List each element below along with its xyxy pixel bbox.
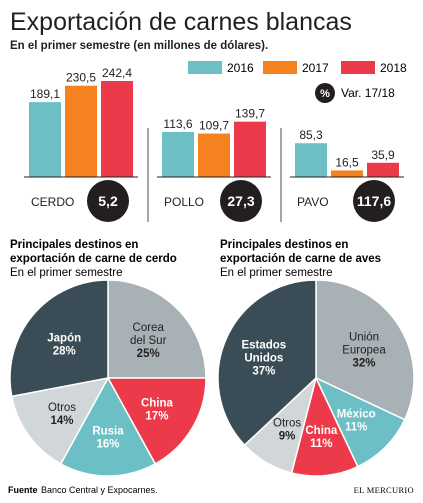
pork-slice-label-rusia: Rusia xyxy=(92,425,124,437)
poultry-slice-label-estados-unidos: Estados xyxy=(241,339,286,351)
variation-value-pavo: 117,6 xyxy=(357,193,391,209)
variation-legend-symbol: % xyxy=(320,88,330,100)
pork-slice-label-china: China xyxy=(141,397,174,409)
pork-slice-rusia xyxy=(59,376,157,477)
poultry-slice-pct-otros: 9% xyxy=(279,430,296,442)
bar-value-pollo-2017: 109,7 xyxy=(199,119,229,133)
pork-slice-pct-china: 17% xyxy=(145,410,168,422)
poultry-slice-mexico xyxy=(314,376,406,468)
poultry-slice-pct-china: 11% xyxy=(310,438,332,450)
pie-chart-poultry: UniónEuropea32%México11%China11%Otros9%E… xyxy=(217,279,415,477)
bar-value-cerdo-2016: 189,1 xyxy=(30,87,60,101)
category-label-pollo: POLLO xyxy=(164,195,204,209)
legend-swatch-2018 xyxy=(341,61,375,74)
source-label: Fuente xyxy=(8,485,38,495)
variation-badge-cerdo xyxy=(87,180,129,222)
legend-label-2017: 2017 xyxy=(302,61,329,75)
pork-slice-label-corea-del sur: del Sur xyxy=(130,335,167,347)
variation-badge-pavo xyxy=(353,180,395,222)
bar-legend: 2016 2017 2018 % Var. 17/18 xyxy=(188,61,407,103)
bar-value-cerdo-2017: 230,5 xyxy=(66,71,96,85)
pork-slice-otros xyxy=(10,376,110,465)
bar-pavo-2017 xyxy=(331,170,363,177)
poultry-slice-china xyxy=(290,375,359,477)
legend-swatch-2016 xyxy=(188,61,222,74)
poultry-slice-pct-estados-unidos: 37% xyxy=(252,365,275,377)
pie-left-title-line1: Principales destinos en xyxy=(10,239,138,251)
poultry-slice-label-estados-unidos: Unidos xyxy=(244,352,283,364)
pork-slice-pct-japon: 28% xyxy=(53,345,76,357)
bar-value-pavo-2016: 85,3 xyxy=(299,128,323,142)
pork-slice-label-otros: Otros xyxy=(48,402,76,414)
poultry-slice-union-europea xyxy=(315,279,415,421)
bar-value-cerdo-2018: 242,4 xyxy=(102,66,132,80)
legend-label-2016: 2016 xyxy=(227,61,254,75)
pork-slice-label-corea-del sur: Corea xyxy=(133,322,165,334)
poultry-slice-pct-union-europea: 32% xyxy=(352,358,375,370)
poultry-slice-label-mexico: México xyxy=(337,409,376,421)
poultry-slice-label-china: China xyxy=(305,425,338,437)
bar-value-pavo-2017: 16,5 xyxy=(335,155,359,169)
bar-cerdo-2018 xyxy=(101,81,133,177)
variation-legend-badge xyxy=(315,83,335,103)
poultry-slice-estados-unidos xyxy=(217,279,317,447)
bar-value-pollo-2016: 113,6 xyxy=(163,117,192,131)
bar-pollo-2016 xyxy=(162,132,194,177)
variation-value-pollo: 27,3 xyxy=(227,193,254,209)
bar-cerdo-2016 xyxy=(29,102,61,177)
pie-right-subtitle: En el primer semestre xyxy=(220,267,332,279)
bar-pollo-2018 xyxy=(234,121,266,177)
poultry-slice-label-union-europea: Europea xyxy=(342,345,386,357)
category-label-cerdo: CERDO xyxy=(31,195,74,209)
pie-left-subtitle: En el primer semestre xyxy=(10,267,122,279)
pork-slice-corea-del sur xyxy=(107,279,207,379)
bar-value-pollo-2018: 139,7 xyxy=(235,107,265,121)
bar-pollo-2017 xyxy=(198,133,230,177)
variation-badge-pollo xyxy=(220,180,262,222)
bar-pavo-2016 xyxy=(295,143,327,177)
pork-slice-label-japon: Japón xyxy=(47,332,81,344)
legend-swatch-2017 xyxy=(263,61,297,74)
bar-value-pavo-2018: 35,9 xyxy=(371,148,395,162)
pie-left-title-line2: exportación de carne de cerdo xyxy=(10,253,177,265)
pie-right-title-line2: exportación de carne de aves xyxy=(220,253,381,265)
source-text: Banco Central y Expocarnes. xyxy=(41,485,158,495)
pork-slice-pct-corea-del sur: 25% xyxy=(137,348,160,360)
pie-right-title-line1: Principales destinos en xyxy=(220,239,348,251)
bar-chart: 189,1 230,5 242,4 CERDO 5,2 113,6 109,7 139,7 PO… xyxy=(24,66,404,222)
variation-legend-label: Var. 17/18 xyxy=(341,86,395,100)
page-title: Exportación de carnes blancas xyxy=(10,8,352,36)
poultry-slice-pct-mexico: 11% xyxy=(345,422,367,434)
pork-slice-pct-rusia: 16% xyxy=(96,438,119,450)
pork-slice-pct-otros: 14% xyxy=(50,415,73,427)
legend-label-2018: 2018 xyxy=(380,61,407,75)
variation-value-cerdo: 5,2 xyxy=(98,193,118,209)
brand-label: EL MERCURIO xyxy=(354,485,414,495)
bar-cerdo-2017 xyxy=(65,85,97,177)
poultry-slice-label-union-europea: Unión xyxy=(349,332,379,344)
category-label-pavo: PAVO xyxy=(297,195,329,209)
pork-slice-china xyxy=(106,377,207,465)
poultry-slice-label-otros: Otros xyxy=(273,417,301,429)
bar-pavo-2018 xyxy=(367,162,399,177)
page-subtitle: En el primer semestre (en millones de dó… xyxy=(10,40,268,52)
pork-slice-japon xyxy=(9,279,109,398)
